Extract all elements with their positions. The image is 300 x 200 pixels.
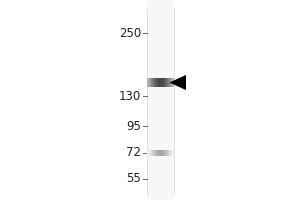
Text: 72: 72 [126, 146, 141, 159]
Text: 55: 55 [126, 172, 141, 185]
Text: 130: 130 [119, 90, 141, 103]
Text: 250: 250 [119, 27, 141, 40]
Text: 95: 95 [126, 120, 141, 133]
Polygon shape [169, 75, 186, 90]
Bar [147, 0, 174, 200]
